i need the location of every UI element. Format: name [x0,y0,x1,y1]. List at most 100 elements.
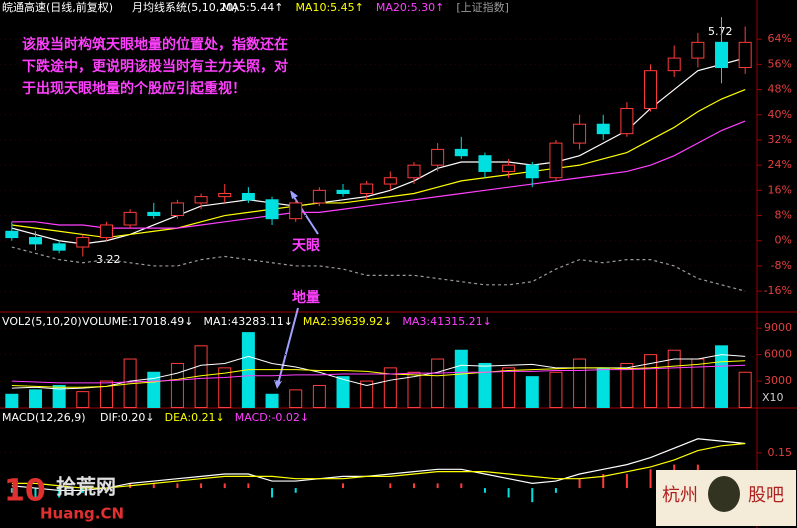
macd-line [11,442,746,489]
candle-body [336,189,350,194]
candle-body [99,224,113,239]
macd-bar [483,488,486,493]
volume-bar [667,349,681,409]
y-tick-label: 16% [768,183,792,196]
logo-text: 杭州 [662,485,698,506]
candle-body [691,41,705,59]
candle-body [52,243,66,251]
macd-bar [531,488,534,503]
macd-bar [412,483,415,489]
macd-bar [625,474,628,489]
candle-body [738,41,752,69]
price-label: 5.72 [708,25,733,38]
volume-bar [525,376,539,408]
volume-bar [52,384,66,409]
chart-subtitle: 月均线系统(5,10,20) [132,0,238,14]
y-tick-label: 3000 [764,374,792,387]
volume-bar [502,367,516,409]
unit-label: X10 [762,391,784,404]
volume-bar [170,362,184,409]
candle-body [667,57,681,72]
candle-body [312,189,326,204]
y-tick-label: -16% [764,284,792,297]
volume-bar [5,393,19,408]
candle-body [549,142,563,179]
logo-site: Huang.CN [40,505,124,523]
y-tick-label: 0.15 [768,446,793,459]
macd-bar [152,483,155,489]
y-tick-label: 40% [768,108,792,121]
volume-bar [336,376,350,408]
volume-bar [431,358,445,408]
legend-entry: DIF:0.20↓ [100,411,155,424]
macd-bar [223,483,226,489]
volume-ma-line [11,360,746,388]
logo-text: 股吧 [748,485,784,506]
logo-name: 拾荒网 [56,475,116,499]
volume-bar [620,362,634,409]
macd-bar [271,488,274,498]
candle-body [715,41,729,69]
macd-bar [176,483,179,489]
volume-bar [478,362,492,409]
y-tick-label: 8% [775,209,792,222]
watermark-right: 杭州 股吧 [656,470,796,526]
macd-bar [602,474,605,489]
legend-entry: DEA:0.21↓ [165,411,225,424]
legend-entry: MA10:5.45↑ [295,1,363,14]
arrow [291,193,319,235]
macd-bar [554,488,557,493]
legend-entry: [上证指数] [456,0,509,14]
arrow [277,307,299,385]
volume-bar [596,367,610,409]
volume-bar [76,391,90,408]
volume-ma-line [11,364,746,384]
macd-bar [436,483,439,489]
candle-body [478,155,492,172]
candle-body [147,211,161,217]
candle-body [289,202,303,220]
volume-bar [28,389,42,408]
annotation: 该股当时构筑天眼地量的位置处，指数还在 [22,36,288,53]
candle-body [170,202,184,217]
annotation: 下跌途中，更说明该股当时有主力关照，对 [22,58,288,75]
logo-number: 10 [4,474,46,509]
candle-body [194,196,208,204]
volume-bar [573,358,587,408]
macd-bar [200,483,203,489]
candle-body [5,230,19,239]
volume-bar [360,380,374,409]
legend-entry: VOLUME:17018.49↓ [82,315,193,328]
candle-body [407,164,421,179]
annotation: 天眼 [292,238,320,254]
candle-body [383,177,397,185]
annotation: 于出现天眼地量的个股应引起重视！ [22,80,246,97]
legend-entry: MACD:-0.02↓ [235,411,309,424]
y-tick-label: 24% [768,158,792,171]
volume-bar [549,371,563,408]
macd-bar [389,483,392,489]
candle-body [123,211,137,226]
macd-bar [58,488,61,498]
volume-bar [407,371,421,408]
legend-entry: MA1:43283.11↓ [203,315,292,328]
volume-ma-line [11,354,746,390]
arrow-head [290,190,298,199]
macd-bar [34,488,37,498]
y-tick-label: 6000 [764,348,792,361]
macd-bar [247,483,250,489]
candle-body [620,107,634,135]
candle-body [502,164,516,172]
y-tick-label: 32% [768,133,792,146]
y-tick-label: 64% [768,32,792,45]
legend-entry: MA2:39639.92↓ [303,315,392,328]
panel-title: MACD(12,26,9) [2,411,86,424]
y-tick-label: 48% [768,83,792,96]
macd-bar [10,488,13,493]
volume-bar [383,367,397,409]
watermark-left: 10 拾荒网 Huang.CN [4,474,124,523]
legend-entry: MA20:5.30↑ [376,1,444,14]
macd-bar [649,469,652,489]
candle-body [241,192,255,201]
